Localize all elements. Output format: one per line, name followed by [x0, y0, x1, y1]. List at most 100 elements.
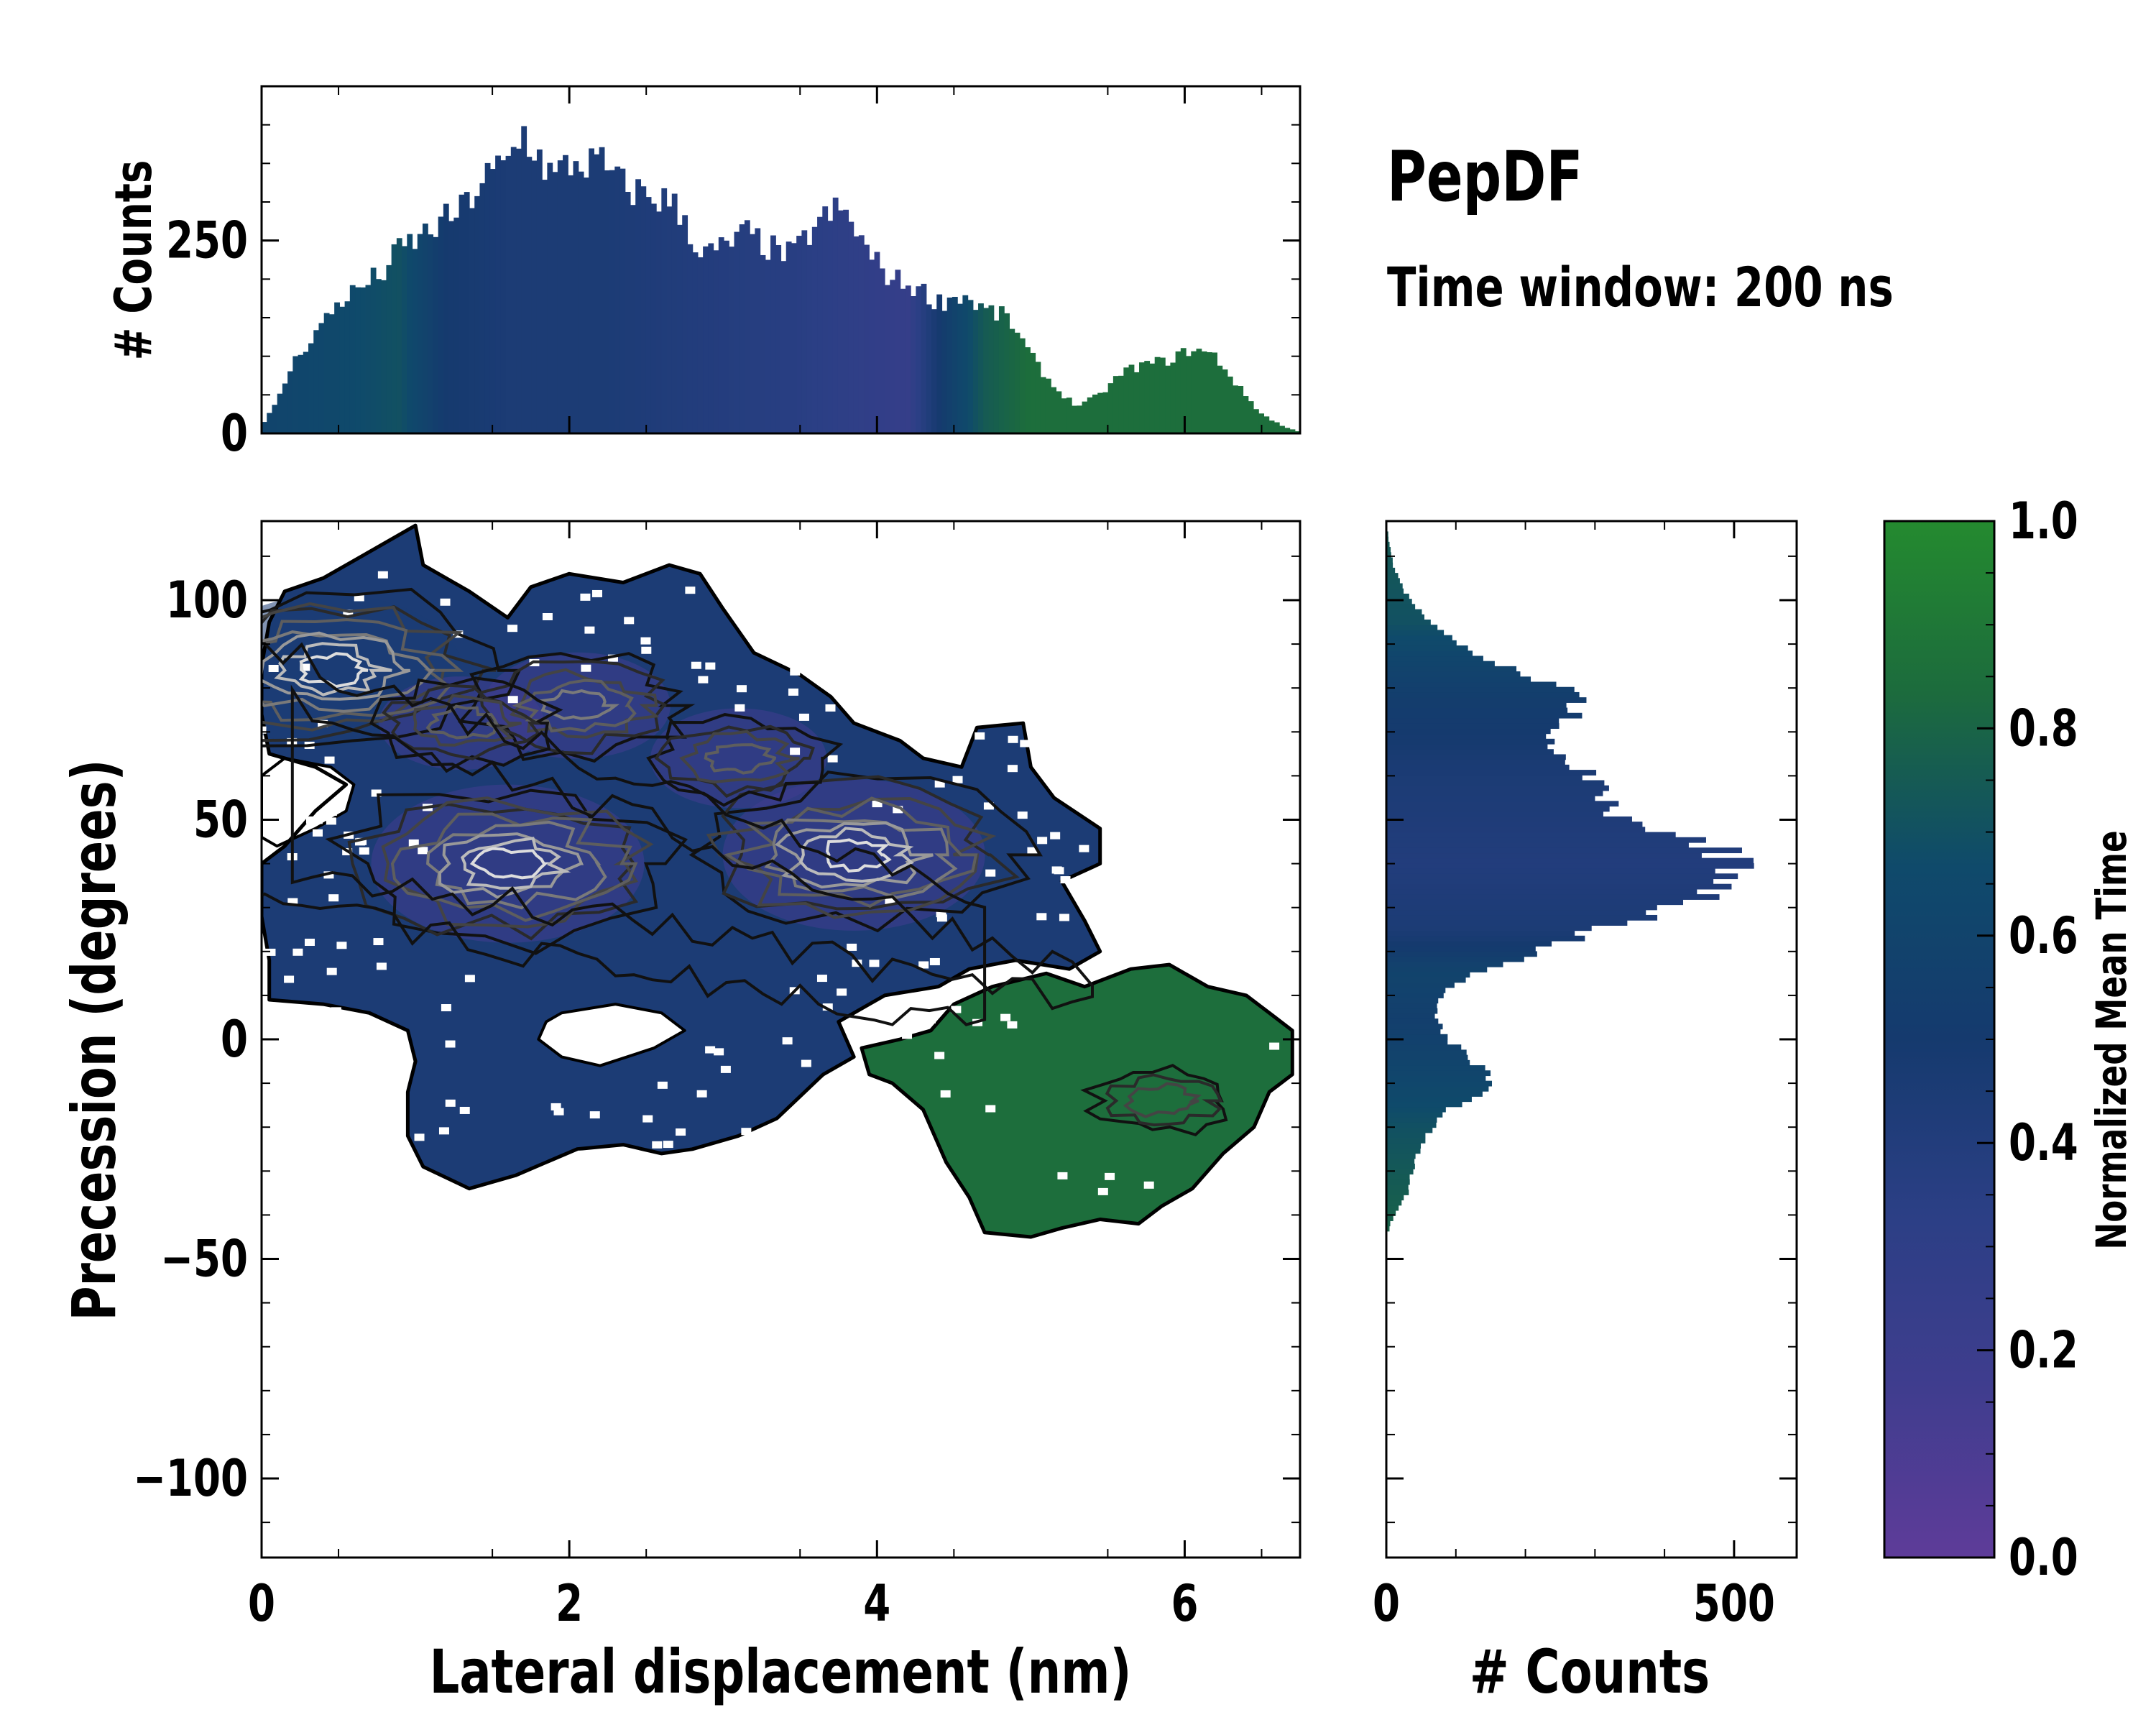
right-histogram-bar: [1386, 604, 1416, 610]
right-histogram-bar: [1386, 671, 1521, 677]
top-histogram-bar: [983, 308, 990, 433]
empty-bin: [1259, 1131, 1270, 1138]
top-histogram-bar: [355, 287, 361, 433]
top-histogram-bar: [858, 235, 865, 433]
empty-bin: [983, 802, 994, 810]
empty-bin: [1017, 811, 1028, 819]
empty-bin: [312, 829, 323, 837]
right-histogram-xlabel: # Counts: [1470, 1637, 1710, 1707]
empty-bin: [640, 637, 651, 645]
empty-bin: [691, 661, 701, 669]
right-histogram-bar: [1386, 759, 1565, 765]
right-histogram-bar: [1386, 993, 1444, 998]
right-histogram-bar: [1386, 822, 1643, 827]
top-histogram-bar: [1206, 352, 1212, 433]
empty-bin: [1308, 966, 1318, 973]
right-histogram-bar: [1386, 1184, 1409, 1190]
right-histogram-bar: [1386, 894, 1720, 900]
empty-bin: [305, 816, 316, 824]
top-histogram-bar: [1149, 363, 1156, 433]
right-histogram-bar: [1386, 650, 1473, 657]
empty-bin: [414, 1133, 425, 1141]
top-histogram-bar: [650, 203, 657, 433]
top-histogram-bar: [516, 148, 522, 433]
top-histogram-bar: [422, 224, 428, 433]
density-contour: [325, 788, 688, 955]
top-histogram-bar: [536, 149, 543, 433]
empty-bin: [588, 1157, 599, 1165]
empty-bin: [439, 561, 450, 569]
empty-bin: [326, 817, 336, 825]
right-histogram-bar: [1386, 1158, 1415, 1164]
top-histogram-bar: [972, 310, 979, 433]
empty-bin: [940, 1090, 951, 1098]
top-histogram-bar: [1019, 338, 1026, 433]
top-histogram-bar: [1045, 378, 1051, 433]
empty-bin: [1316, 1033, 1326, 1040]
right-histogram-bar: [1386, 749, 1554, 755]
right-histogram-bar: [1386, 588, 1404, 594]
empty-bin: [822, 1003, 833, 1011]
top-histogram-bar: [1072, 405, 1077, 433]
empty-bin: [676, 1128, 686, 1136]
right-histogram-bar: [1386, 744, 1548, 750]
empty-bin: [373, 938, 384, 946]
density-contour: [381, 796, 654, 929]
top-histogram-bar: [381, 280, 387, 433]
right-histogram-bar: [1386, 775, 1583, 781]
empty-bin: [268, 664, 279, 672]
top-histogram-bar: [697, 257, 704, 433]
y-tick-label: 50: [193, 791, 248, 849]
top-histogram-bar: [438, 216, 444, 433]
top-histogram-bar: [708, 243, 714, 433]
empty-bin: [885, 897, 895, 905]
empty-bin: [872, 800, 883, 808]
top-histogram-bar: [323, 313, 330, 433]
right-histogram-bar: [1386, 801, 1619, 807]
top-histogram-bars: [262, 126, 1300, 433]
top-histogram-bar: [848, 221, 854, 433]
density-contour: [290, 684, 1094, 1011]
empty-bin: [376, 962, 387, 970]
top-histogram-bar: [677, 224, 683, 433]
density-contour: [426, 820, 607, 910]
top-histogram-bar: [1030, 352, 1036, 433]
top-histogram-bar: [1097, 392, 1104, 433]
top-histogram-bar: [469, 208, 475, 433]
right-histogram-bars: [1386, 531, 1754, 1232]
top-histogram-bar: [552, 172, 558, 433]
top-histogram-bar: [1191, 351, 1197, 433]
top-histogram-bar: [282, 383, 288, 433]
right-histogram-bar: [1386, 1215, 1393, 1221]
top-histogram-bar: [594, 154, 600, 433]
right-histogram-bar: [1386, 707, 1568, 714]
top-histogram-bar: [900, 288, 906, 433]
empty-bin: [929, 957, 940, 965]
right-histogram-bar: [1386, 930, 1575, 937]
right-histogram-bar: [1386, 1054, 1468, 1061]
main-heatmap: 0 2 4 6 100 50 0 −50 −100 Lateral displacement (…: [59, 520, 1326, 1707]
empty-bin: [985, 869, 996, 877]
top-histogram-bar: [817, 216, 823, 433]
figure-subtitle: Time window: 200 ns: [1387, 255, 1894, 319]
right-histogram-bar: [1386, 619, 1431, 625]
empty-bin: [578, 1150, 589, 1158]
empty-bin: [408, 839, 419, 847]
empty-bin: [328, 894, 339, 902]
top-histogram-bar: [464, 192, 470, 433]
right-histogram-bar: [1386, 645, 1468, 651]
right-histogram-bar: [1386, 998, 1439, 1004]
empty-bin: [1169, 1226, 1180, 1234]
density-contour: [390, 812, 638, 922]
top-histogram-bar: [952, 297, 958, 433]
top-histogram-bar: [453, 217, 460, 433]
right-histogram-bar: [1386, 1024, 1443, 1030]
top-histogram-bar: [344, 301, 351, 433]
right-histogram-bar: [1386, 1164, 1415, 1169]
density-contour: [724, 796, 978, 908]
density-contour: [381, 684, 542, 760]
top-histogram-bar: [1248, 401, 1254, 433]
empty-bin: [1099, 802, 1110, 810]
right-histogram-bar: [1386, 666, 1517, 672]
top-histogram-bar: [1139, 362, 1145, 433]
